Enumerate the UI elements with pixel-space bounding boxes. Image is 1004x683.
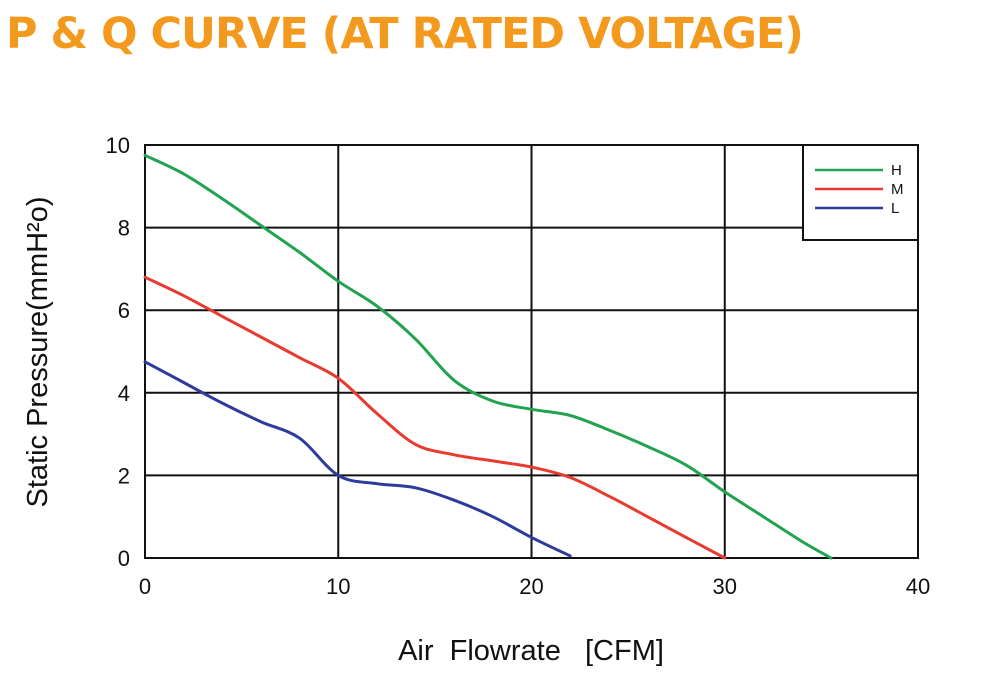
series-line-m bbox=[143, 275, 727, 560]
y-tick-label: 4 bbox=[118, 381, 130, 406]
legend-label-m: M bbox=[891, 181, 904, 198]
legend: HML bbox=[802, 144, 919, 241]
y-tick-label: 8 bbox=[118, 216, 130, 241]
grid bbox=[145, 145, 918, 558]
y-tick-label: 6 bbox=[118, 298, 130, 323]
x-tick-label: 20 bbox=[519, 574, 543, 599]
tick-labels: 0 10 20 30 40 0 2 4 6 8 10 bbox=[106, 133, 931, 599]
plot-border bbox=[144, 144, 919, 559]
x-tick-label: 0 bbox=[139, 574, 151, 599]
data-series bbox=[143, 153, 833, 560]
legend-label-h: H bbox=[891, 162, 902, 179]
x-axis-label: Air Flowrate [CFM] bbox=[398, 635, 664, 667]
series-line-h bbox=[143, 153, 833, 560]
y-tick-label: 0 bbox=[118, 546, 130, 571]
y-tick-label: 10 bbox=[106, 133, 130, 158]
x-tick-label: 40 bbox=[906, 574, 930, 599]
legend-box bbox=[802, 144, 919, 241]
y-tick-label: 2 bbox=[118, 463, 130, 488]
chart-title: P & Q CURVE (AT RATED VOLTAGE) bbox=[6, 9, 804, 59]
y-axis-label: Static Pressure(mmH²o) bbox=[22, 197, 54, 508]
x-tick-label: 30 bbox=[713, 574, 737, 599]
series-line-l bbox=[143, 360, 572, 558]
x-tick-label: 10 bbox=[326, 574, 350, 599]
legend-label-l: L bbox=[891, 200, 899, 217]
